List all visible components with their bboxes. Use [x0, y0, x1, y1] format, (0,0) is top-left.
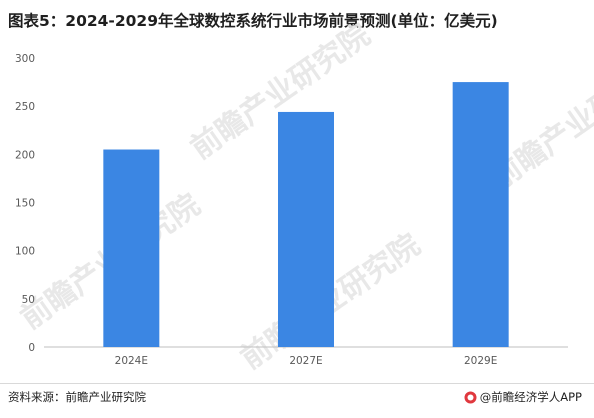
brand-logo-icon — [464, 391, 477, 403]
bar-2027E — [278, 111, 334, 348]
bar-chart: 前瞻产业研究院 前瞻产业研究院 前瞻产业研究院 前瞻产业研究院 05010015… — [15, 17, 594, 376]
credit-text: @前瞻经济学人APP — [479, 390, 582, 404]
x-tick-label: 2027E — [289, 355, 322, 367]
x-tick-label: 2029E — [464, 355, 497, 367]
y-tick-label: 250 — [15, 101, 35, 113]
bars — [103, 82, 509, 348]
source-note: 资料来源：前瞻产业研究院 — [8, 390, 146, 404]
y-tick-label: 0 — [28, 342, 35, 354]
footer-divider — [0, 383, 594, 384]
x-tick-label: 2024E — [115, 355, 148, 367]
bar-2029E — [452, 82, 509, 347]
y-tick-label: 50 — [22, 294, 35, 306]
y-tick-label: 150 — [15, 198, 35, 210]
credit-note: @前瞻经济学人APP — [464, 389, 582, 405]
y-tick-label: 300 — [15, 53, 35, 65]
bar-2024E — [103, 149, 160, 347]
y-tick-label: 100 — [15, 246, 35, 258]
chart-title: 图表5：2024-2029年全球数控系统行业市场前景预测(单位：亿美元) — [8, 12, 498, 30]
y-tick-label: 200 — [15, 149, 35, 161]
